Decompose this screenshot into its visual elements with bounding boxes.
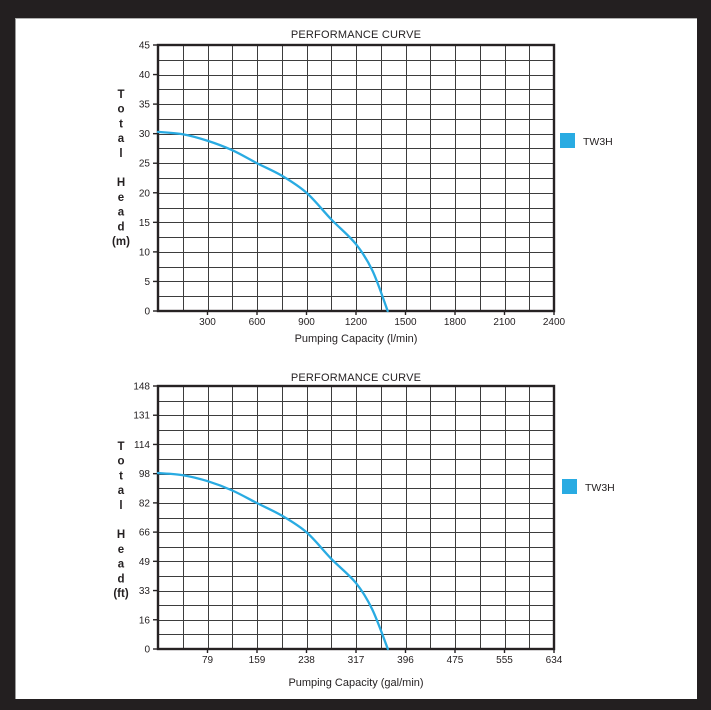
- legend: TW3H: [560, 133, 613, 148]
- y-axis-label-letter: l: [119, 500, 122, 512]
- x-tick-label: 238: [298, 655, 315, 666]
- legend: TW3H: [562, 479, 615, 494]
- x-tick-label: 600: [249, 317, 266, 328]
- chart-title: PERFORMANCE CURVE: [291, 29, 421, 41]
- y-tick-label: 5: [144, 277, 150, 288]
- y-axis-label-letter: t: [119, 118, 123, 130]
- x-tick-label: 317: [348, 655, 365, 666]
- y-axis-label-letter: a: [118, 559, 125, 571]
- y-axis-label-letter: a: [118, 485, 125, 497]
- y-tick-label: 114: [134, 440, 150, 451]
- y-axis-label-letter: a: [118, 207, 125, 219]
- y-axis-label-letter: t: [119, 470, 123, 482]
- y-axis-label-letter: H: [117, 529, 125, 541]
- legend-label: TW3H: [585, 482, 615, 494]
- legend-swatch: [562, 479, 577, 494]
- chart-svg-metric: PERFORMANCE CURVE 45 40 35 30 25 20 15 10 5 0 300 6…: [112, 29, 613, 345]
- y-axis-label-letter: o: [117, 104, 124, 116]
- x-tick-label: 1500: [394, 317, 417, 328]
- y-tick-label: 45: [139, 41, 151, 52]
- y-tick-label: 16: [139, 615, 151, 626]
- plot-area: 45 40 35 30 25 20 15 10 5 0 300 600 900 1200 1500 1800 2…: [112, 41, 566, 329]
- x-tick-label: 1800: [444, 317, 467, 328]
- x-tick-label: 555: [496, 655, 513, 666]
- legend-label: TW3H: [583, 136, 613, 148]
- x-tick-label: 159: [249, 655, 266, 666]
- y-tick-label: 49: [139, 557, 151, 568]
- y-tick-label: 0: [144, 645, 150, 656]
- y-tick-label: 0: [144, 307, 150, 318]
- legend-swatch: [560, 133, 575, 148]
- y-axis-label-letter: d: [117, 573, 124, 585]
- x-tick-label: 2400: [543, 317, 566, 328]
- x-tick-label: 2100: [493, 317, 516, 328]
- x-tick-label: 396: [397, 655, 414, 666]
- y-axis-label-letter: T: [117, 441, 124, 453]
- y-tick-label: 33: [139, 586, 151, 597]
- y-tick-label: 30: [139, 129, 151, 140]
- x-tick-label: 900: [298, 317, 315, 328]
- y-axis-label-letter: T: [117, 89, 124, 101]
- y-tick-label: 131: [133, 411, 150, 422]
- y-tick-label: 82: [139, 498, 151, 509]
- x-tick-label: 1200: [345, 317, 368, 328]
- y-axis-label-letter: e: [118, 192, 124, 204]
- y-axis-label-letter: H: [117, 177, 125, 189]
- y-tick-label: 35: [139, 100, 151, 111]
- chart-svg-imperial: PERFORMANCE CURVE 148 131 114 98 82 66 49 33 16 0…: [113, 372, 615, 689]
- y-tick-label: 10: [139, 247, 151, 258]
- y-axis-label-letter: a: [118, 133, 125, 145]
- y-tick-label: 148: [133, 382, 150, 393]
- y-tick-label: 98: [139, 469, 151, 480]
- y-axis-label-letter: e: [118, 544, 124, 556]
- plot-area: 148 131 114 98 82 66 49 33 16 0 79 159 238 317 396 475 5…: [113, 382, 562, 667]
- performance-chart-metric: PERFORMANCE CURVE 45 40 35 30 25 20 15 10 5 0 300 6…: [16, 19, 698, 367]
- x-axis-label: Pumping Capacity (l/min): [295, 333, 418, 345]
- y-tick-label: 25: [139, 159, 151, 170]
- y-tick-label: 15: [139, 218, 151, 229]
- performance-curve: [156, 471, 390, 651]
- x-tick-label: 475: [447, 655, 464, 666]
- x-tick-label: 634: [546, 655, 563, 666]
- document-page: PERFORMANCE CURVE 45 40 35 30 25 20 15 10 5 0 300 6…: [15, 18, 697, 699]
- y-axis-label-letter: (m): [112, 236, 130, 248]
- y-axis-label-letter: d: [117, 221, 124, 233]
- performance-chart-imperial: PERFORMANCE CURVE 148 131 114 98 82 66 49 33 16 0…: [16, 367, 698, 700]
- y-axis-label-letter: l: [119, 148, 122, 160]
- y-axis-label-letter: o: [117, 456, 124, 468]
- x-tick-label: 79: [202, 655, 214, 666]
- x-tick-label: 300: [199, 317, 216, 328]
- performance-curve: [156, 130, 389, 313]
- chart-title: PERFORMANCE CURVE: [291, 372, 421, 384]
- y-axis-label-letter: (ft): [113, 588, 128, 600]
- y-tick-label: 40: [139, 70, 151, 81]
- x-axis-label: Pumping Capacity (gal/min): [288, 677, 423, 689]
- y-tick-label: 20: [139, 188, 151, 199]
- y-tick-label: 66: [139, 528, 151, 539]
